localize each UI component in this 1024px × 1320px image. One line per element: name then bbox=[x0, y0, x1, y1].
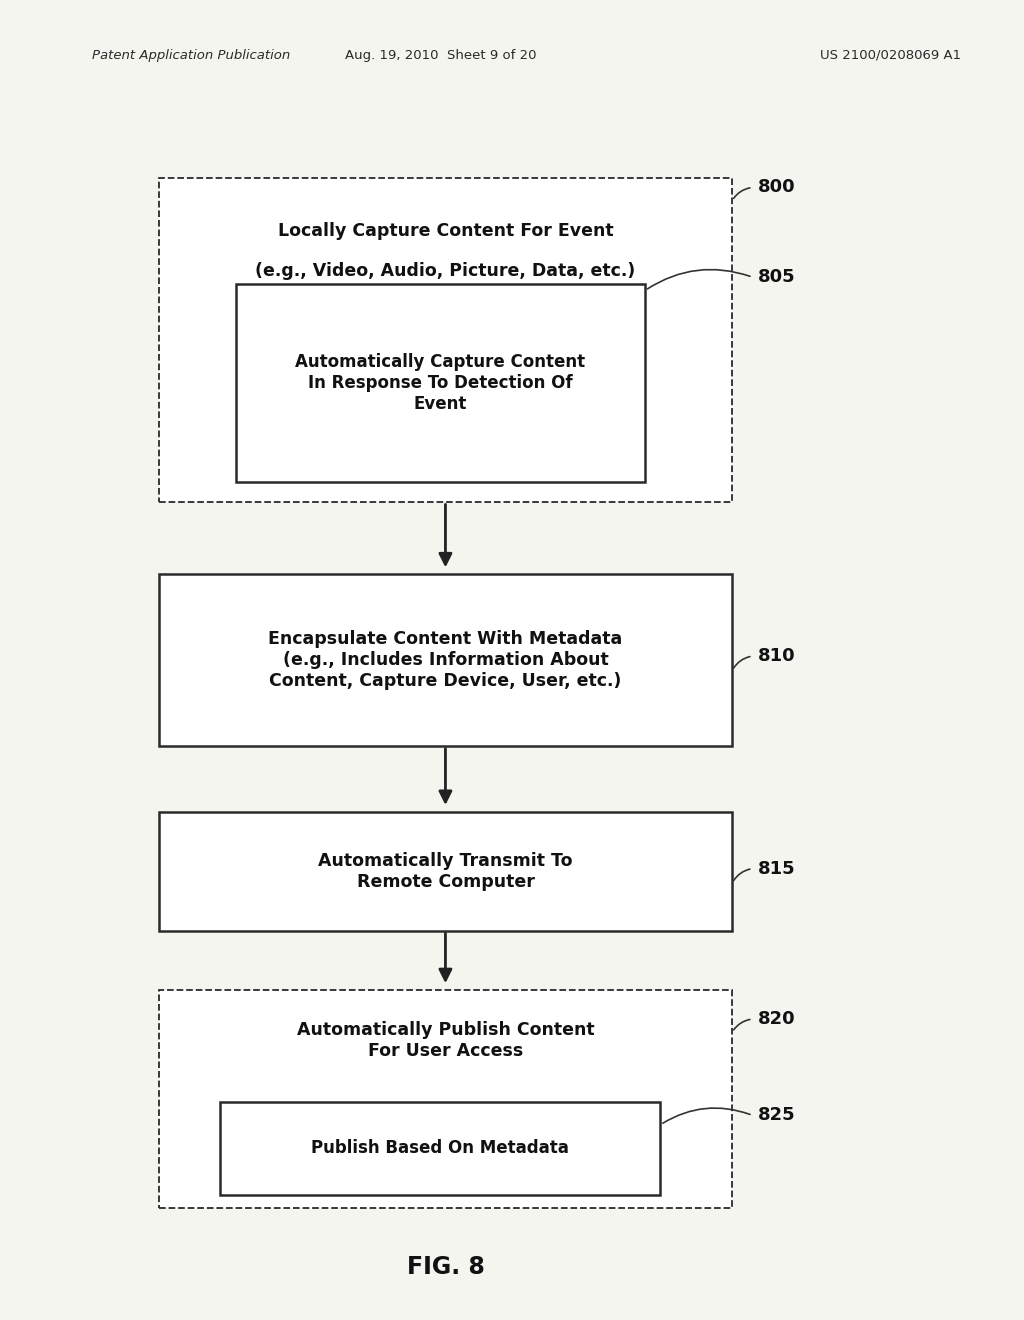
Text: 810: 810 bbox=[758, 647, 796, 665]
Text: Automatically Capture Content
In Response To Detection Of
Event: Automatically Capture Content In Respons… bbox=[295, 352, 586, 413]
FancyBboxPatch shape bbox=[236, 284, 645, 482]
Text: 825: 825 bbox=[758, 1106, 796, 1125]
FancyBboxPatch shape bbox=[159, 812, 732, 931]
FancyBboxPatch shape bbox=[159, 178, 732, 502]
Text: 800: 800 bbox=[758, 178, 796, 197]
FancyBboxPatch shape bbox=[159, 990, 732, 1208]
Text: Publish Based On Metadata: Publish Based On Metadata bbox=[311, 1139, 569, 1158]
FancyBboxPatch shape bbox=[220, 1102, 660, 1195]
Text: Patent Application Publication: Patent Application Publication bbox=[92, 49, 291, 62]
Text: US 2100/0208069 A1: US 2100/0208069 A1 bbox=[820, 49, 962, 62]
Text: Aug. 19, 2010  Sheet 9 of 20: Aug. 19, 2010 Sheet 9 of 20 bbox=[344, 49, 537, 62]
Text: Automatically Publish Content
For User Access: Automatically Publish Content For User A… bbox=[297, 1020, 594, 1060]
Text: FIG. 8: FIG. 8 bbox=[407, 1255, 484, 1279]
Text: 820: 820 bbox=[758, 1010, 796, 1028]
Text: 815: 815 bbox=[758, 859, 796, 878]
FancyBboxPatch shape bbox=[159, 574, 732, 746]
Text: Encapsulate Content With Metadata
(e.g., Includes Information About
Content, Cap: Encapsulate Content With Metadata (e.g.,… bbox=[268, 630, 623, 690]
Text: (e.g., Video, Audio, Picture, Data, etc.): (e.g., Video, Audio, Picture, Data, etc.… bbox=[255, 261, 636, 280]
Text: Locally Capture Content For Event: Locally Capture Content For Event bbox=[278, 222, 613, 240]
Text: Automatically Transmit To
Remote Computer: Automatically Transmit To Remote Compute… bbox=[318, 851, 572, 891]
Text: 805: 805 bbox=[758, 268, 796, 286]
